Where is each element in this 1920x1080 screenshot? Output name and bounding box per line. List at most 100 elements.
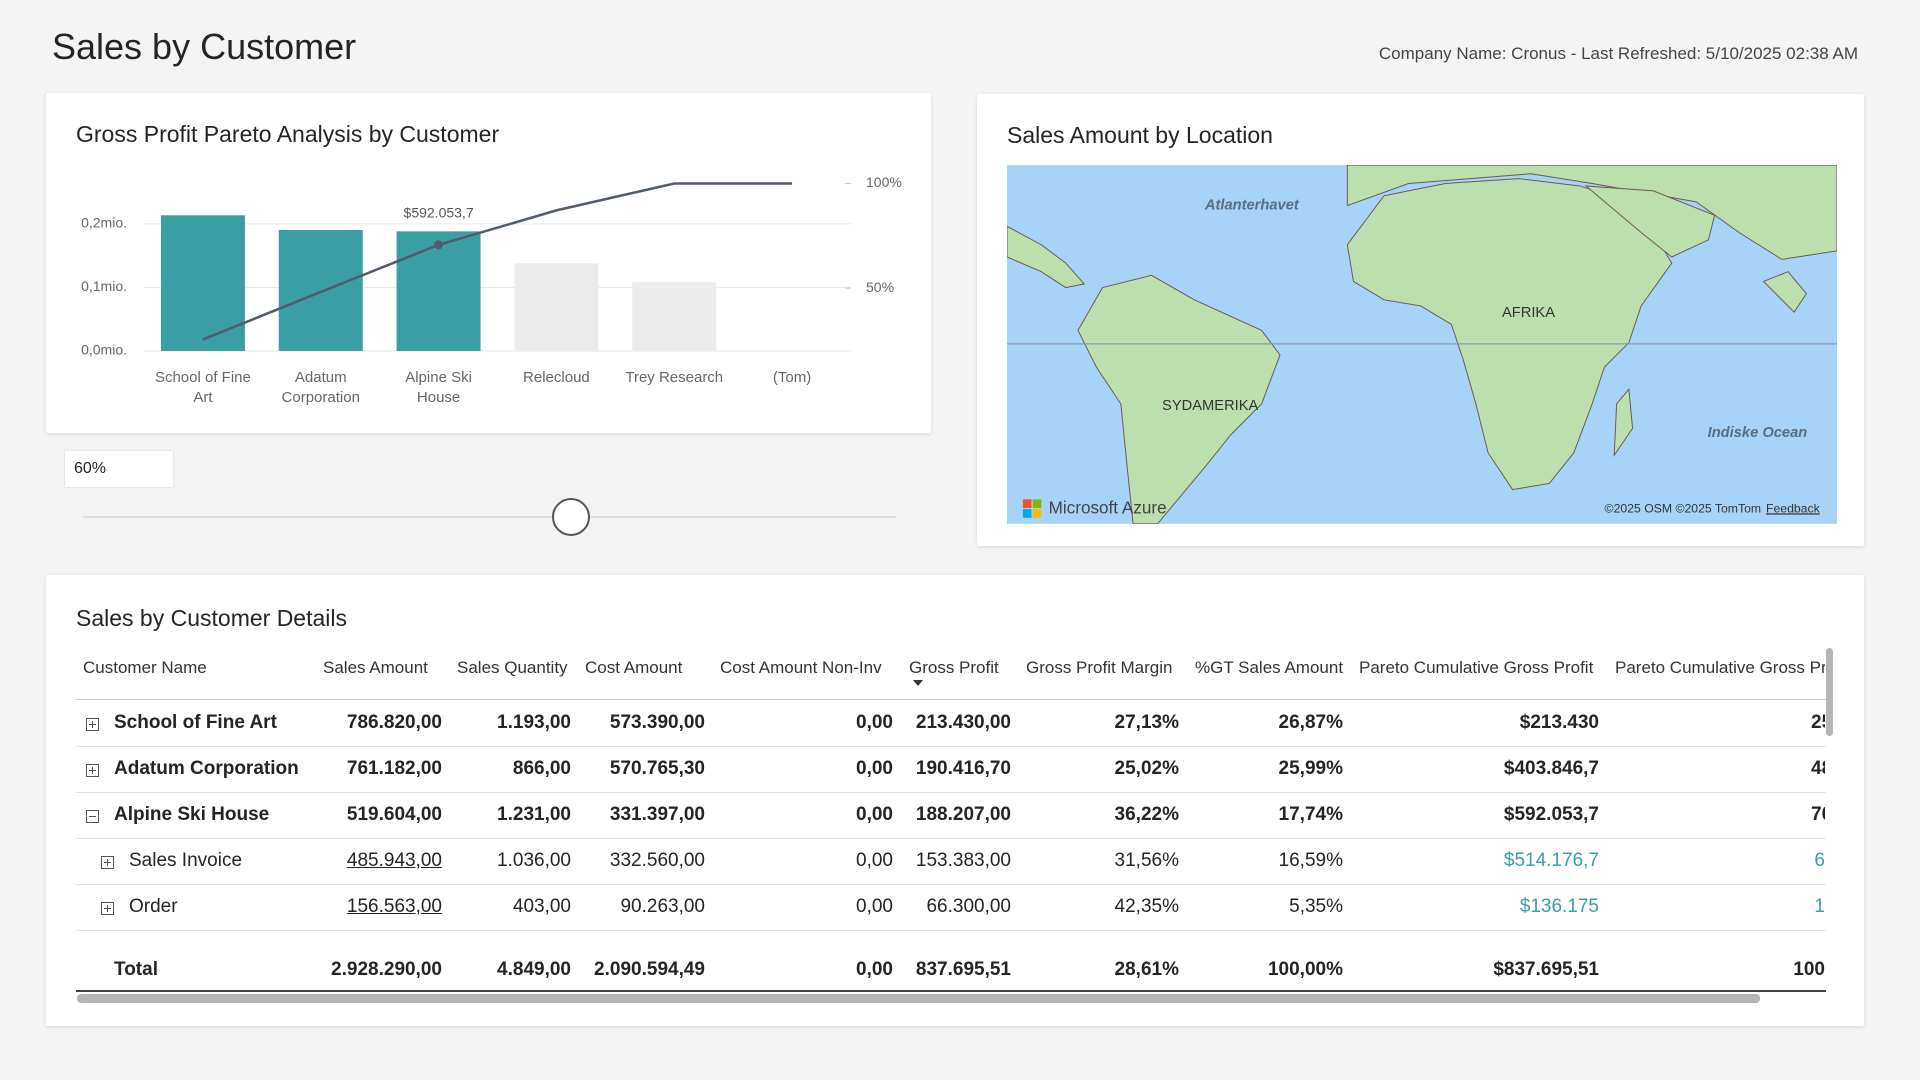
cell: 0,00 <box>856 850 893 871</box>
x-tick-label: Relecloud <box>523 369 590 386</box>
sort-indicator <box>913 680 923 686</box>
cell: $514.176,7 <box>1503 850 1599 871</box>
slider-input[interactable]: 60% <box>65 451 173 487</box>
total-cell: 100 <box>1793 959 1825 980</box>
cell: 25 <box>1811 712 1825 733</box>
map-card: Sales Amount by Location Atlanterhavet I… <box>977 94 1864 546</box>
column-header[interactable]: Customer Name <box>83 658 207 677</box>
map-copyright: ©2025 OSM ©2025 TomTom <box>1605 501 1762 515</box>
map-label: Atlanterhavet <box>1204 197 1300 213</box>
cell: 570.765,30 <box>609 758 705 779</box>
azure-logo <box>1022 499 1042 518</box>
total-cell: 2.090.594,49 <box>594 959 705 980</box>
cell: 0,00 <box>856 712 893 733</box>
x-tick-label: School of Fine Art <box>154 369 251 406</box>
column-header[interactable]: %GT Sales Amount <box>1195 658 1344 677</box>
slider-track <box>83 516 896 518</box>
table-title: Sales by Customer Details <box>76 605 347 631</box>
cell: 786.820,00 <box>346 712 442 733</box>
cell: 213.430,00 <box>915 712 1011 733</box>
cell: 66.300,00 <box>926 896 1011 917</box>
cell: 1.036,00 <box>497 850 571 871</box>
total-cell: 4.849,00 <box>497 959 571 980</box>
cell: 190.416,70 <box>915 758 1011 779</box>
expand-icon[interactable] <box>101 902 114 915</box>
x-tick-label: (Tom) <box>772 369 812 386</box>
expand-icon[interactable] <box>86 810 99 823</box>
column-header[interactable]: Pareto Cumulative Gross Pr <box>1615 658 1825 677</box>
map-label: Indiske Ocean <box>1708 425 1808 441</box>
row-label: School of Fine Art <box>114 712 277 733</box>
cell: 573.390,00 <box>609 712 705 733</box>
total-cell: $837.695,51 <box>1493 959 1599 980</box>
total-cell: 0,00 <box>856 959 893 980</box>
x-tick-label: Trey Research <box>625 369 724 386</box>
cell: 0,00 <box>856 758 893 779</box>
row-line <box>76 792 1826 793</box>
map-feedback[interactable]: Feedback <box>1766 501 1821 515</box>
cell: $592.053,7 <box>1503 804 1599 825</box>
row-line <box>76 838 1826 839</box>
y-tick-label: 0,1mio. <box>81 278 127 294</box>
y2-tick-label: 100% <box>866 174 902 190</box>
header-line <box>76 699 1826 700</box>
expand-icon[interactable] <box>86 764 99 777</box>
y-tick-label: 0,2mio. <box>81 215 127 231</box>
y-tick-label: 0,0mio. <box>81 342 127 358</box>
land <box>1007 165 1837 524</box>
refresh-info: Company Name: Cronus - Last Refreshed: 5… <box>1378 44 1858 63</box>
cell: 0,00 <box>856 804 893 825</box>
cell: 27,13% <box>1114 712 1179 733</box>
x-tick-label: Adatum Corporation <box>281 369 360 406</box>
row-line <box>76 746 1826 747</box>
cell: $213.430 <box>1519 712 1599 733</box>
cell: 5,35% <box>1289 896 1343 917</box>
cumulative-line <box>202 182 793 341</box>
row-label: Order <box>129 896 178 917</box>
total-cell: 837.695,51 <box>915 959 1011 980</box>
expand-icon[interactable] <box>101 856 114 869</box>
cell: 25,99% <box>1278 758 1343 779</box>
column-header[interactable]: Gross Profit <box>909 658 999 677</box>
bar <box>396 231 481 351</box>
column-header[interactable]: Cost Amount <box>585 658 683 677</box>
cell: 156.563,00 <box>346 896 442 917</box>
cell: 332.560,00 <box>609 850 705 871</box>
cell: 48 <box>1811 758 1825 779</box>
annotation-label: $592.053,7 <box>404 205 474 221</box>
table-card: Sales by Customer Details <box>46 575 1864 1026</box>
cell: 403,00 <box>512 896 571 917</box>
h-scrollbar[interactable] <box>77 994 1760 1003</box>
column-header[interactable]: Sales Quantity <box>457 658 568 677</box>
map-title: Sales Amount by Location <box>1007 122 1273 148</box>
total-cell: 100,00% <box>1267 959 1343 980</box>
cell: 31,56% <box>1114 850 1179 871</box>
v-scrollbar[interactable] <box>1826 648 1833 736</box>
row-line <box>76 930 1826 931</box>
column-header[interactable]: Gross Profit Margin <box>1026 658 1173 677</box>
column-header[interactable]: Sales Amount <box>323 658 428 677</box>
cell: 153.383,00 <box>915 850 1011 871</box>
cell: 70 <box>1811 804 1825 825</box>
cell: 16,59% <box>1278 850 1343 871</box>
column-header[interactable]: Pareto Cumulative Gross Profit <box>1359 658 1594 677</box>
row-line <box>76 884 1826 885</box>
total-line <box>76 990 1826 992</box>
cell: $136.175 <box>1519 896 1599 917</box>
cell: 188.207,00 <box>915 804 1011 825</box>
x-tick-label: Alpine Ski House <box>405 369 472 406</box>
slider-knob[interactable] <box>551 498 590 536</box>
cell: 90.263,00 <box>620 896 705 917</box>
expand-icon[interactable] <box>86 718 99 731</box>
cell: 1.193,00 <box>497 712 571 733</box>
bar <box>632 282 717 351</box>
y2-tick-label: 50% <box>866 279 894 295</box>
map-label: SYDAMERIKA <box>1162 398 1259 414</box>
cell: 25,02% <box>1114 758 1179 779</box>
row-label: Sales Invoice <box>129 850 243 871</box>
total-cell: 2.928.290,00 <box>331 959 442 980</box>
cell: 485.943,00 <box>346 850 442 871</box>
bar <box>160 215 245 351</box>
column-header[interactable]: Cost Amount Non-Inv <box>720 658 882 677</box>
